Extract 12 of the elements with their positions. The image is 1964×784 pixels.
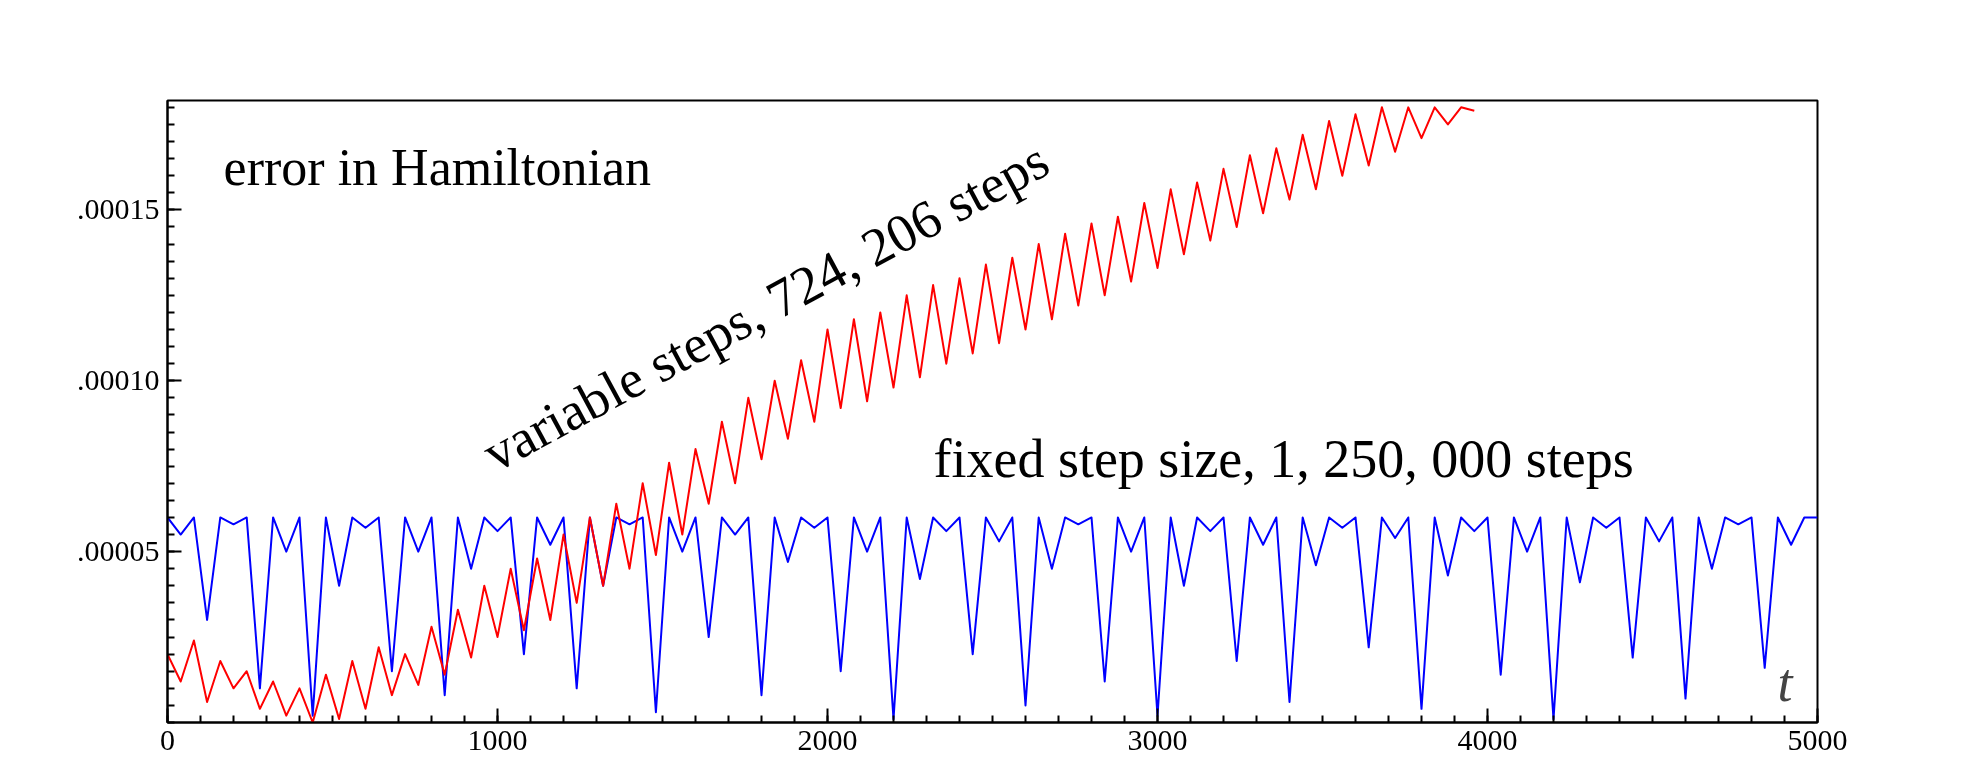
- y-tick-label: .00015: [77, 192, 160, 226]
- y-tick-label: .00010: [77, 363, 160, 397]
- y-tick-label: .00005: [77, 534, 160, 568]
- x-tick-label: 0: [160, 722, 175, 756]
- x-tick-label: 1000: [467, 722, 528, 756]
- x-axis-title: t: [1777, 652, 1795, 713]
- x-tick-label: 2000: [797, 722, 858, 756]
- x-tick-label: 5000: [1787, 722, 1848, 756]
- x-tick-label: 4000: [1457, 722, 1518, 756]
- x-tick-label: 3000: [1127, 722, 1188, 756]
- series-label: fixed step size, 1, 250, 000 steps: [933, 428, 1634, 489]
- annotation: error in Hamiltonian: [223, 139, 652, 197]
